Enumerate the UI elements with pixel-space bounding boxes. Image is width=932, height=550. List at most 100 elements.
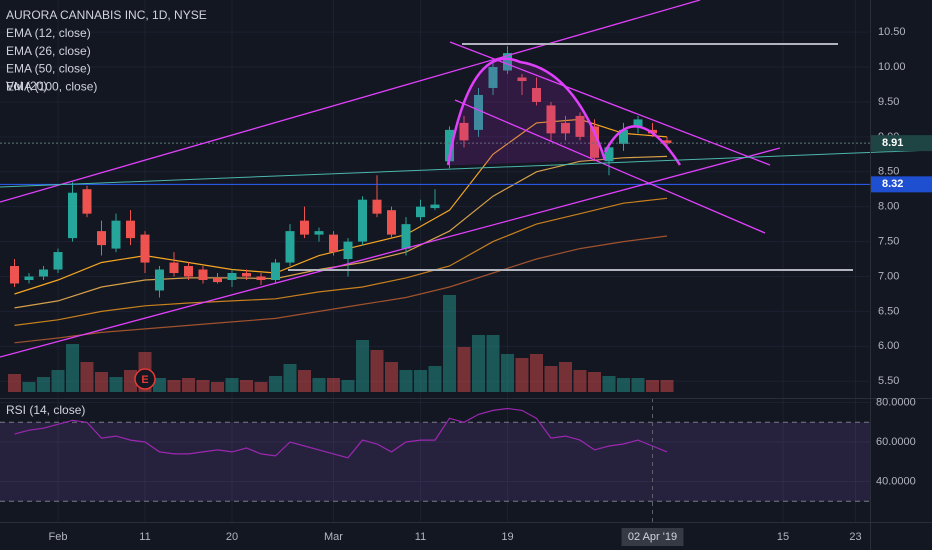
y-tick-label: 8.50 (878, 166, 899, 178)
volume-bar (646, 380, 659, 392)
candle-body (546, 105, 556, 134)
channel-upper (0, 0, 701, 203)
volume-bar (167, 380, 181, 392)
volume-bar (124, 370, 137, 392)
candle-body (24, 276, 34, 280)
crosshair-label: 02 Apr '19 (628, 531, 677, 543)
price-label-box (871, 176, 932, 193)
volume-bar (457, 347, 471, 392)
volume-bar (617, 378, 630, 392)
candle-body (140, 234, 150, 263)
candle-body (358, 199, 367, 242)
y-tick-label: 7.50 (878, 235, 899, 247)
legend-entry: EMA (12, close) (6, 26, 91, 40)
candle-body (662, 140, 672, 144)
volume-bar (22, 382, 36, 392)
candle-body (401, 224, 411, 249)
x-tick-label: 20 (226, 531, 238, 543)
rsi-line (14, 407, 668, 459)
candle-body (445, 129, 454, 162)
volume-bar (544, 366, 558, 392)
ema-line (14, 235, 668, 344)
volume-bar (356, 340, 369, 392)
volume-bar (51, 370, 65, 392)
volume-bar (196, 380, 210, 392)
candle-body (488, 67, 498, 88)
y-tick-label: 10.00 (878, 61, 906, 73)
candle-body (256, 276, 266, 280)
trend-descending (449, 41, 771, 166)
volume-bar (109, 377, 123, 392)
candle-body (517, 77, 527, 81)
candle-body (126, 220, 135, 239)
x-tick-label: 11 (415, 531, 426, 543)
volume-bar (370, 350, 384, 392)
candle-body (97, 231, 106, 246)
chart-title: AURORA CANNABIS INC, 1D, NYSE (6, 8, 207, 22)
candle-body (198, 269, 208, 280)
candle-body (430, 204, 440, 209)
candle-body (604, 147, 614, 162)
volume-bar (327, 378, 340, 392)
legend-entry: EMA (100, close) (6, 79, 97, 93)
candle-body (10, 266, 19, 284)
volume-bar (341, 380, 355, 392)
volume-bar (428, 366, 442, 392)
y-tick-label: 8.00 (878, 201, 899, 213)
volume-bar (211, 382, 224, 392)
volume-bar (66, 344, 79, 392)
candle-body (155, 269, 164, 291)
x-tick-label: Mar (324, 531, 343, 543)
crosshair-label-box (621, 528, 684, 546)
candle-body (590, 126, 599, 158)
volume-bar (559, 362, 572, 392)
x-tick-label: 23 (849, 531, 861, 543)
candle-body (474, 94, 483, 130)
volume-bar (588, 372, 601, 392)
ema-line (14, 118, 668, 295)
candle-body (68, 192, 77, 239)
legend-rsi: RSI (14, close) (6, 403, 85, 417)
grid-layer (0, 0, 870, 522)
x-tick-label: 19 (501, 531, 513, 543)
candle-body (575, 115, 585, 137)
volume-bar (37, 377, 50, 392)
earnings-marker (134, 368, 156, 390)
candle-body (372, 199, 382, 214)
x-tick-label: 11 (139, 531, 150, 543)
candle-body (314, 231, 324, 235)
candle-body (343, 241, 353, 260)
volume-bar (298, 370, 311, 392)
candle-body (619, 129, 628, 144)
volume-bar (80, 362, 94, 392)
y-tick-label: 5.50 (878, 375, 899, 387)
volume-bar (399, 370, 413, 392)
volume-bar (414, 370, 427, 392)
candle-body (503, 53, 512, 71)
price-label: 8.91 (882, 137, 903, 149)
volume-bar (182, 378, 195, 392)
drawings (0, 0, 932, 358)
candle-body (285, 231, 295, 263)
price-label-box (871, 135, 932, 152)
rsi-tick-label: 40.0000 (876, 475, 916, 487)
candle-body (53, 252, 63, 270)
volume-bar (573, 370, 587, 392)
candle-body (633, 119, 643, 127)
earnings-label: E (141, 374, 148, 386)
y-tick-label: 7.00 (878, 270, 899, 282)
trend-teal (0, 149, 932, 188)
volume-bar (240, 380, 253, 392)
candle-body (242, 273, 251, 277)
price-label: 8.32 (882, 178, 903, 190)
legend-entry: EMA (50, close) (6, 62, 91, 76)
volume-bar (95, 372, 108, 392)
volume-bar (515, 358, 529, 392)
y-tick-label: 6.00 (878, 340, 899, 352)
y-tick-label: 10.50 (878, 26, 906, 38)
volume-bar (283, 364, 297, 392)
x-tick-label: 15 (777, 531, 789, 543)
ema-line (14, 197, 668, 326)
